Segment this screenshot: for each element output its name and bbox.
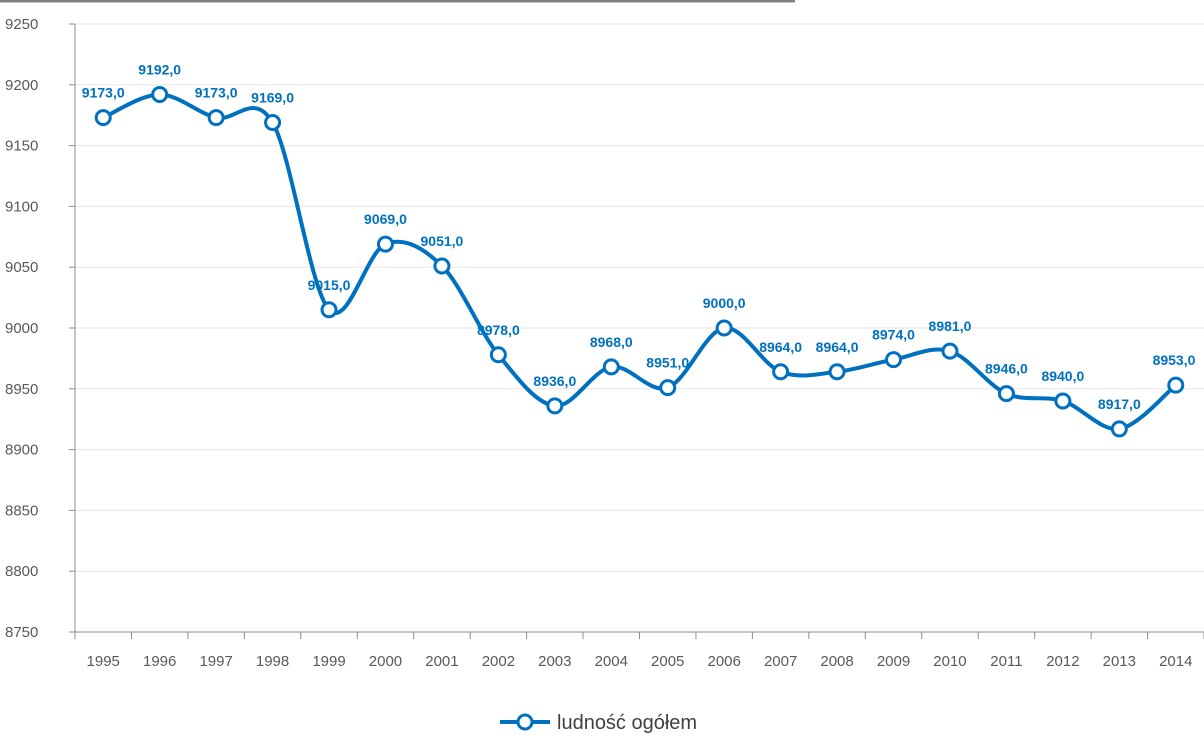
y-tick-label: 9250 — [5, 16, 38, 33]
data-label: 9169,0 — [251, 89, 294, 105]
data-point — [151, 86, 169, 104]
data-point — [1054, 392, 1072, 410]
x-tick-label: 2009 — [877, 653, 910, 670]
data-label: 8946,0 — [985, 361, 1028, 377]
data-point — [1110, 420, 1128, 438]
data-label: 8951,0 — [646, 355, 689, 371]
data-point — [715, 319, 733, 337]
x-tick-label: 1998 — [256, 653, 289, 670]
data-point — [772, 363, 790, 381]
x-tick-label: 2011 — [990, 653, 1022, 670]
data-label: 9000,0 — [703, 295, 746, 311]
data-label: 9069,0 — [364, 211, 407, 227]
y-tick-label: 9100 — [5, 198, 38, 215]
series-markers — [94, 86, 1185, 438]
x-tick-label: 2002 — [482, 653, 515, 670]
data-point — [997, 385, 1015, 403]
data-label: 8981,0 — [929, 318, 972, 334]
x-tick-label: 2008 — [820, 653, 853, 670]
data-point — [659, 379, 677, 397]
x-tick-label: 1999 — [312, 653, 345, 670]
y-tick-label: 8750 — [5, 624, 38, 641]
data-point — [546, 397, 564, 415]
data-label: 9192,0 — [138, 62, 181, 78]
data-point — [885, 351, 903, 369]
data-label: 8953,0 — [1153, 352, 1196, 368]
x-tick-label: 1997 — [199, 653, 232, 670]
data-label: 9051,0 — [421, 233, 464, 249]
data-point — [489, 346, 507, 364]
x-tick-label: 2006 — [707, 653, 740, 670]
x-tick-label: 2007 — [764, 653, 797, 670]
x-tick-label: 2014 — [1159, 653, 1192, 670]
y-tick-label: 9050 — [5, 259, 38, 276]
data-point — [207, 109, 225, 127]
data-label: 8974,0 — [872, 327, 915, 343]
x-tick-label: 1995 — [87, 653, 120, 670]
y-tick-label: 8950 — [5, 381, 38, 398]
data-label: 8964,0 — [759, 339, 802, 355]
data-label: 9173,0 — [195, 85, 238, 101]
data-point — [941, 342, 959, 360]
data-point — [828, 363, 846, 381]
y-tick-label: 8850 — [5, 502, 38, 519]
data-label: 8917,0 — [1098, 396, 1141, 412]
data-point — [264, 113, 282, 131]
data-label: 8964,0 — [816, 339, 859, 355]
y-tick-label: 9150 — [5, 138, 38, 155]
data-point — [433, 257, 451, 275]
data-point — [602, 358, 620, 376]
x-tick-label: 2012 — [1046, 653, 1079, 670]
y-tick-label: 8900 — [5, 442, 38, 459]
x-tick-label: 2013 — [1103, 653, 1136, 670]
data-label: 8936,0 — [533, 373, 576, 389]
series-line-ludnosc-ogolem — [101, 92, 1178, 431]
gridlines — [75, 23, 1204, 572]
legend-marker-icon — [516, 713, 534, 731]
x-tick-label: 2010 — [933, 653, 966, 670]
axes — [69, 23, 1204, 639]
x-tick-label: 2005 — [651, 653, 684, 670]
data-point — [320, 301, 338, 319]
data-label: 9173,0 — [82, 85, 125, 101]
data-point — [94, 109, 112, 127]
legend-label: ludność ogółem — [557, 712, 697, 734]
data-label: 8940,0 — [1041, 368, 1084, 384]
y-tick-label: 9000 — [5, 320, 38, 337]
data-labels: 9173,0 9192,0 9173,0 9169,0 9015,0 9069,0 9051… — [82, 62, 1196, 412]
y-axis-ticks: 8750 8800 8850 8900 8950 9000 9050 9100 9150 9200… — [5, 16, 38, 641]
x-axis-ticks: 1995 1996 1997 1998 1999 2000 2001 2002 2003 2004… — [87, 653, 1193, 670]
data-point — [1167, 376, 1185, 394]
x-tick-label: 2001 — [425, 653, 458, 670]
x-tick-label: 2003 — [538, 653, 571, 670]
y-tick-label: 8800 — [5, 563, 38, 580]
legend: ludność ogółem — [500, 712, 697, 734]
data-label: 8978,0 — [477, 322, 520, 338]
data-label: 8968,0 — [590, 334, 633, 350]
x-tick-label: 2000 — [369, 653, 402, 670]
x-tick-label: 1996 — [143, 653, 176, 670]
data-label: 9015,0 — [308, 277, 351, 293]
data-point — [376, 235, 394, 253]
y-tick-label: 9200 — [5, 77, 38, 94]
x-tick-label: 2004 — [595, 653, 628, 670]
